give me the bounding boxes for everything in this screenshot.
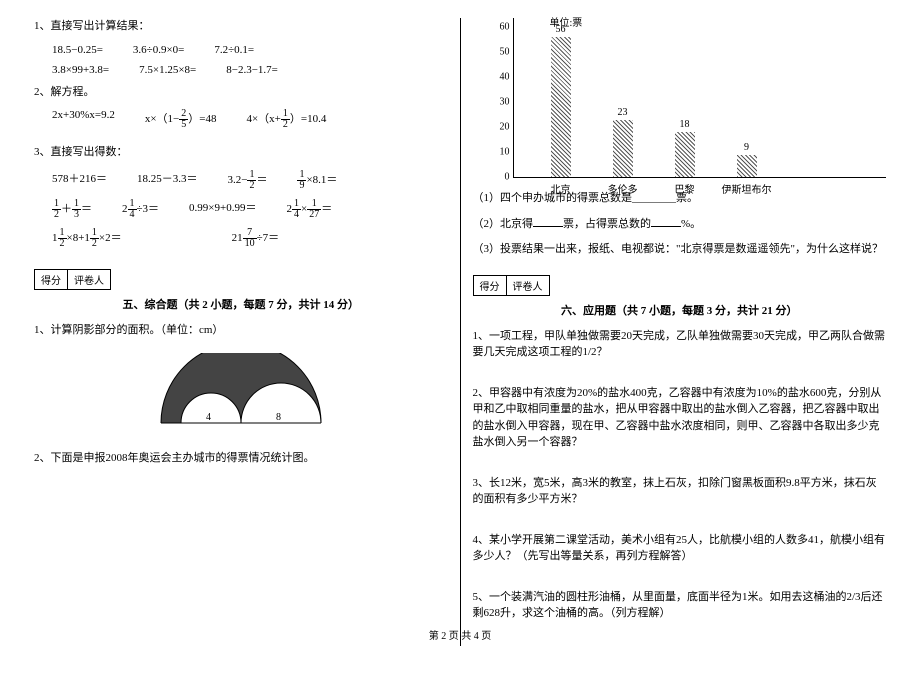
q2-title: 2、解方程。	[34, 84, 448, 102]
section-5-title: 五、综合题（共 2 小题，每题 7 分，共计 14 分）	[34, 296, 448, 312]
q3-row2: 12＋13＝ 214÷3＝ 0.99×9+0.99＝ 214×127＝	[52, 199, 448, 220]
app-q5: 5、一个装满汽油的圆柱形油桶，从里面量，底面半径为1米。如用去这桶油的2/3后还…	[473, 589, 887, 622]
section-6-title: 六、应用题（共 7 小题，每题 3 分，共计 21 分）	[473, 302, 887, 318]
app-q2: 2、甲容器中有浓度为20%的盐水400克，乙容器中有浓度为10%的盐水600克，…	[473, 385, 887, 451]
q1-title: 1、直接写出计算结果：	[34, 18, 448, 36]
svg-text:8: 8	[276, 412, 281, 423]
q1-row2: 3.8×99+3.8= 7.5×1.25×8= 8−2.3−1.7=	[52, 64, 448, 76]
q3-row1: 578＋216＝ 18.25－3.3＝ 3.2−12＝ 19×8.1＝	[52, 170, 448, 191]
app-q1: 1、一项工程，甲队单独做需要20天完成，乙队单独做需要30天完成，甲乙两队合做需…	[473, 328, 887, 361]
bar-chart: 单位:票 605040302010056北京23多伦多18巴黎9伊斯坦布尔	[473, 18, 887, 178]
score-box: 得分 评卷人	[34, 269, 448, 290]
q5-1: 1、计算阴影部分的面积。（单位：cm）	[34, 322, 448, 340]
app-q3: 3、长12米，宽5米，高3米的教室，抹上石灰，扣除门窗黑板面积9.8平方米，抹石…	[473, 475, 887, 508]
q3-row3: 112×8+112×2＝ 21710÷7＝	[52, 228, 448, 249]
q2-row: 2x+30%x=9.2 x×（1−25）=48 4×（x+12）=10.4	[34, 109, 448, 130]
score-box-right: 得分 评卷人	[473, 275, 887, 296]
svg-text:4: 4	[206, 412, 211, 423]
q1-row1: 18.5−0.25= 3.6÷0.9×0= 7.2÷0.1=	[52, 44, 448, 56]
q3-title: 3、直接写出得数：	[34, 144, 448, 162]
shaded-shape: 4 8	[34, 353, 448, 436]
chart-q3: （3）投票结果一出来，报纸、电视都说："北京得票是数遥遥领先"，为什么这样说？	[473, 241, 887, 259]
page-footer: 第 2 页 共 4 页	[0, 627, 920, 642]
app-q4: 4、某小学开展第二课堂活动，美术小组有25人，比航模小组的人数多41，航模小组有…	[473, 532, 887, 565]
chart-q2: （2）北京得票，占得票总数的%。	[473, 216, 887, 234]
q5-2: 2、下面是申报2008年奥运会主办城市的得票情况统计图。	[34, 450, 448, 468]
